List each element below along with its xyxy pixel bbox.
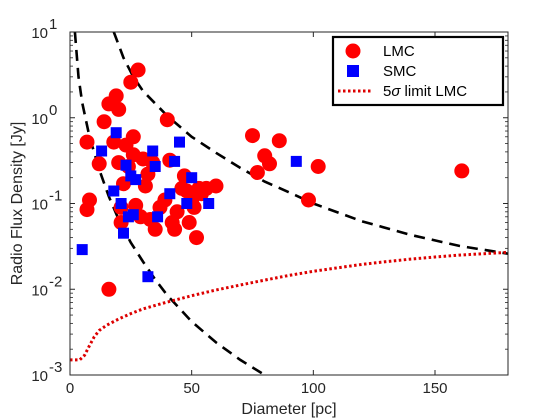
- smc-point-18: [174, 136, 185, 148]
- smc-point-17: [169, 155, 181, 167]
- lmc-point-50: [262, 156, 277, 172]
- smc-point-10: [127, 209, 139, 221]
- limit-line-lmc: [70, 250, 508, 362]
- smc-point-20: [186, 172, 198, 184]
- lmc-point-8: [106, 134, 122, 150]
- smc-point-16: [164, 188, 176, 200]
- smc-point-4: [110, 127, 122, 139]
- y-tick-label: 10: [31, 282, 48, 299]
- y-tick-exponent: 1: [49, 16, 57, 33]
- lmc-point-17: [123, 74, 139, 90]
- legend-lmc-symbol: [345, 43, 361, 59]
- lmc-point-34: [167, 221, 183, 237]
- lmc-point-5: [96, 114, 112, 130]
- y-tick-label: 10: [31, 197, 48, 214]
- y-tick-exponent: -2: [49, 273, 62, 290]
- y-tick-label: 10: [31, 111, 48, 128]
- lmc-point-7: [101, 281, 117, 297]
- smc-point-15: [152, 211, 164, 223]
- y-axis-label: Radio Flux Density [Jy]: [9, 122, 26, 286]
- legend-box: [331, 35, 505, 107]
- lmc-point-53: [310, 159, 326, 174]
- smc-point-12: [142, 271, 154, 283]
- lmc-point-48: [249, 165, 265, 180]
- smc-point-5: [115, 198, 127, 209]
- x-axis-label: Diameter [pc]: [241, 401, 336, 418]
- smc-point-22: [290, 155, 302, 167]
- lmc-point-46: [208, 178, 224, 194]
- lmc-point-28: [147, 221, 163, 237]
- y-tick-exponent: -1: [49, 188, 62, 205]
- lmc-point-47: [245, 128, 260, 144]
- lmc-point-21: [130, 62, 146, 78]
- dashed-curve-1: [73, 32, 266, 375]
- lmc-point-39: [181, 215, 197, 230]
- y-tick-label: 10: [31, 368, 48, 385]
- lmc-point-18: [125, 129, 141, 145]
- lmc-point-42: [189, 230, 204, 246]
- x-tick-label: 50: [183, 380, 200, 397]
- smc-point-14: [149, 161, 161, 172]
- smc-point-13: [147, 145, 159, 157]
- lmc-point-9: [108, 88, 124, 104]
- lmc-point-11: [111, 101, 127, 117]
- lmc-point-1: [79, 134, 95, 150]
- markers-layer: [76, 62, 470, 297]
- lmc-point-20: [128, 197, 144, 213]
- legend: LMC SMC 5σ limit LMC: [331, 35, 505, 107]
- lmc-point-52: [301, 192, 316, 208]
- lmc-point-35: [169, 204, 185, 220]
- lmc-point-54: [454, 163, 470, 179]
- y-tick-exponent: 0: [49, 102, 57, 119]
- legend-label-3: 5σ limit LMC: [383, 83, 467, 100]
- y-tick-exponent: -3: [49, 359, 62, 376]
- smc-point-1: [76, 244, 88, 256]
- legend-smc-symbol: [347, 65, 359, 77]
- smc-point-2: [96, 145, 108, 157]
- lmc-point-24: [137, 178, 153, 194]
- smc-point-7: [120, 159, 132, 171]
- lmc-point-4: [91, 156, 107, 172]
- y-tick-label: 10: [31, 25, 48, 42]
- lmc-point-51: [271, 133, 287, 149]
- x-tick-label: 150: [422, 380, 447, 397]
- lmc-point-31: [159, 112, 175, 128]
- legend-label-2: SMC: [383, 63, 417, 80]
- smc-point-6: [118, 227, 129, 239]
- x-tick-label: 100: [301, 380, 326, 397]
- smc-point-19: [181, 198, 193, 209]
- smc-point-21: [203, 198, 215, 209]
- legend-label-1: LMC: [383, 43, 415, 60]
- smc-point-3: [108, 185, 120, 197]
- x-tick-label: 0: [66, 380, 74, 397]
- lmc-point-3: [79, 202, 95, 218]
- smc-point-11: [130, 174, 142, 186]
